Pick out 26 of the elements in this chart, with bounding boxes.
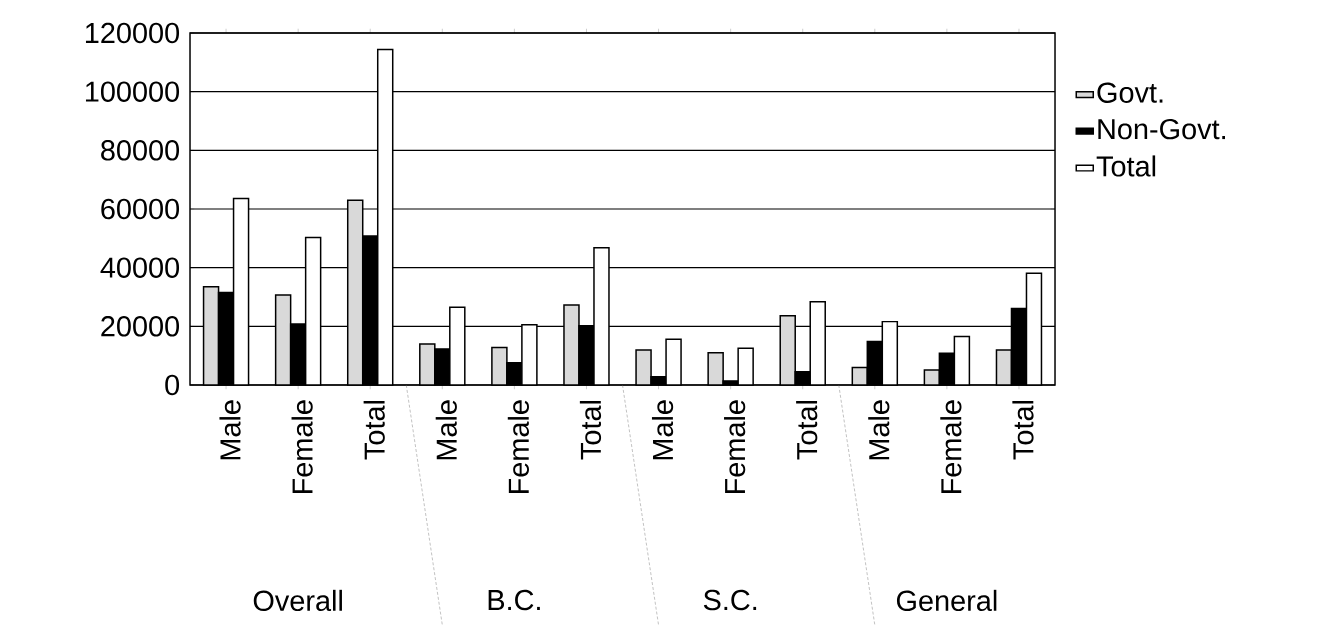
y-tick-label: 120000 [85, 22, 180, 44]
y-tick-label: 60000 [101, 198, 180, 220]
x-tick-label: Male [868, 400, 890, 460]
x-tick-label: Female [940, 400, 962, 494]
y-tick-label: 0 [165, 374, 180, 396]
legend-label: Non-Govt. [1098, 118, 1226, 140]
y-tick-label: 20000 [101, 316, 180, 337]
x-tick-label: Female [507, 400, 529, 494]
x-tick-label: Total [579, 400, 602, 460]
legend-label: Govt. [1097, 82, 1163, 103]
x-tick-label: Male [435, 400, 457, 460]
y-tick-label: 100000 [85, 81, 180, 102]
y-tick-label: 40000 [100, 257, 180, 278]
x-tick-label: Total [796, 400, 818, 460]
x-tick-label: Total [1012, 400, 1034, 460]
legend-label: Total [1096, 155, 1156, 177]
x-tick-label: Male [219, 400, 241, 460]
text: B.C. [488, 589, 540, 611]
x-tick-label: Total [363, 400, 385, 460]
x-tick-label: Female [291, 400, 313, 494]
text: S.C. [703, 589, 757, 611]
x-tick-label: Male [651, 400, 674, 460]
text: Overall [253, 589, 342, 612]
x-tick-label: Female [724, 400, 746, 494]
y-tick-label: 80000 [101, 140, 180, 161]
text: General [896, 589, 997, 612]
